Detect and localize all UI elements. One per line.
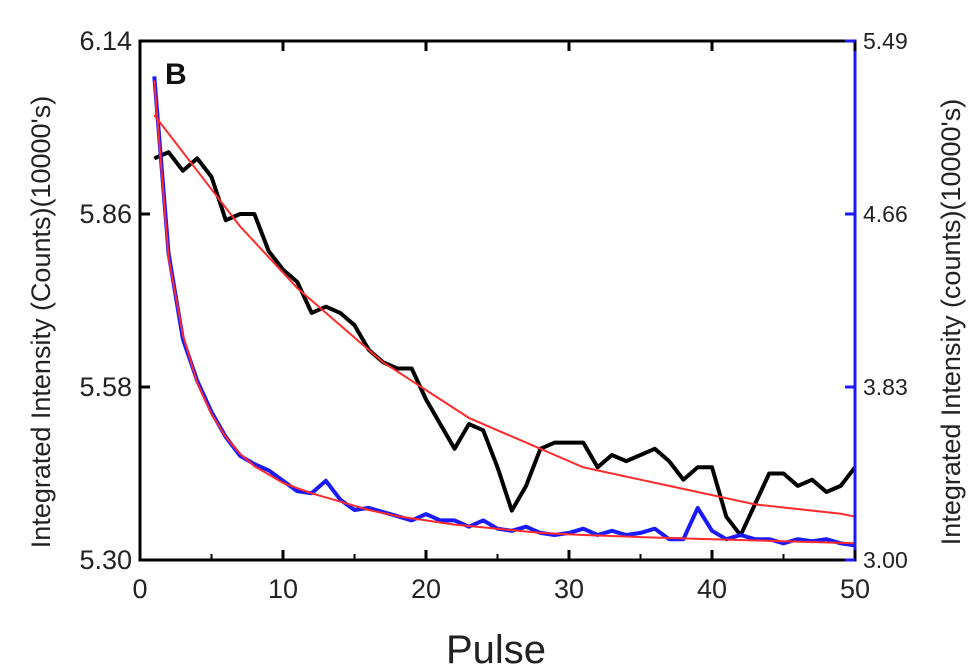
series-line-right-1 <box>152 76 856 548</box>
x-tick-label: 50 <box>840 574 870 604</box>
right-y-tick-label: 3.83 <box>863 374 908 400</box>
x-tick-label: 30 <box>554 574 584 604</box>
right-y-tick-label: 5.49 <box>863 28 908 54</box>
fit-curve-left-2 <box>153 114 856 518</box>
fit-curve-right-3 <box>153 80 856 545</box>
left-y-tick-label: 5.58 <box>79 372 132 402</box>
x-tick-label: 40 <box>697 574 727 604</box>
x-axis-title: Pulse <box>446 628 546 672</box>
right-y-tick-label: 3.00 <box>863 547 908 573</box>
axis-ticks: 0 10 20 30 40 50 5.30 5.58 5.86 6.14 3.00 3.83 4.66 5… <box>79 26 907 604</box>
series-line-left-0 <box>153 150 857 538</box>
x-tick-label: 10 <box>268 574 298 604</box>
x-tick-label: 20 <box>411 574 441 604</box>
plot-area <box>152 76 857 548</box>
right-y-axis-title: Integrated Intensity (counts)(10000's) <box>936 99 966 545</box>
left-y-tick-label: 5.86 <box>79 199 132 229</box>
x-tick-label: 0 <box>132 574 147 604</box>
panel-label: B <box>165 58 187 91</box>
right-y-tick-label: 4.66 <box>863 201 908 227</box>
left-y-tick-label: 5.30 <box>79 545 132 575</box>
plot-frame <box>138 39 857 562</box>
left-y-axis-title: Integrated Intensity (Counts)(10000's) <box>26 96 56 548</box>
left-y-tick-label: 6.14 <box>79 26 132 56</box>
